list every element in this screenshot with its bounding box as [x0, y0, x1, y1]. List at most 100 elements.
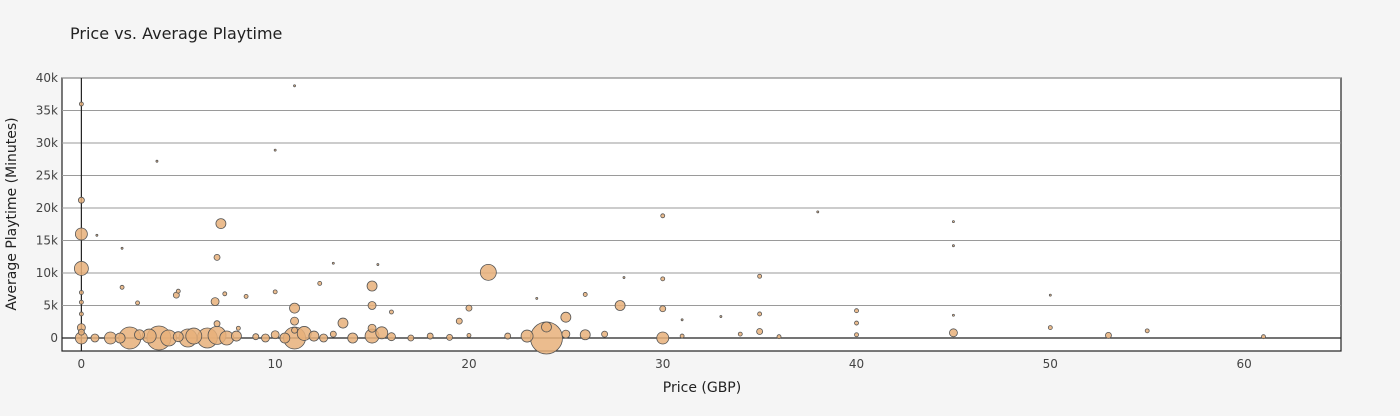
data-point — [757, 273, 763, 279]
data-point — [1261, 334, 1266, 340]
y-tick-label: 25k — [36, 169, 58, 183]
x-tick-label: 30 — [655, 357, 670, 371]
y-tick-label: 5k — [43, 299, 58, 313]
x-tick-label: 10 — [268, 357, 283, 371]
data-point — [77, 196, 85, 204]
data-point — [601, 330, 609, 338]
data-point — [331, 261, 335, 265]
data-point — [252, 333, 260, 341]
data-point — [317, 280, 323, 286]
data-point — [719, 315, 723, 318]
data-point — [95, 233, 99, 237]
x-tick-label: 50 — [1043, 357, 1058, 371]
data-point — [679, 333, 685, 339]
data-point — [656, 331, 670, 345]
data-point — [293, 84, 296, 88]
y-tick-label: 40k — [36, 71, 58, 85]
data-point — [776, 334, 782, 340]
data-point — [757, 311, 763, 317]
data-point — [319, 333, 329, 343]
x-tick-label: 20 — [461, 357, 476, 371]
data-point — [560, 311, 572, 323]
x-axis-ticks: 0 10 20 30 40 50 60 — [78, 357, 1252, 371]
data-point — [185, 327, 203, 345]
data-point — [952, 220, 955, 224]
data-point — [243, 293, 249, 299]
data-point — [235, 325, 241, 331]
data-point — [104, 331, 117, 345]
data-point — [446, 333, 453, 341]
y-axis-ticks: 0 5k 10k 15k 20k 25k 30k 35k 40k — [36, 71, 58, 345]
data-point — [1048, 293, 1052, 297]
data-point — [465, 304, 473, 312]
data-point — [90, 333, 100, 343]
data-point — [135, 300, 140, 306]
data-point — [78, 299, 84, 305]
data-point — [660, 276, 666, 282]
data-point — [466, 332, 472, 338]
data-point — [541, 321, 552, 333]
data-point — [74, 227, 88, 241]
data-point — [680, 318, 684, 322]
data-point — [308, 330, 320, 342]
data-point — [952, 313, 955, 317]
data-point — [78, 290, 84, 295]
data-point — [579, 329, 591, 341]
data-point — [535, 296, 539, 300]
y-tick-label: 0 — [50, 331, 58, 345]
data-point — [210, 297, 220, 307]
data-point — [273, 148, 277, 152]
plot-frame — [61, 77, 1342, 352]
data-point — [261, 333, 270, 343]
data-points — [73, 84, 1266, 355]
data-point — [1047, 325, 1053, 331]
data-point — [520, 329, 534, 343]
data-point — [375, 326, 389, 340]
y-tick-label: 15k — [36, 234, 58, 248]
data-point — [1105, 331, 1112, 339]
data-point — [561, 329, 571, 339]
data-point — [582, 292, 588, 297]
data-point — [279, 332, 291, 344]
data-point — [213, 253, 221, 261]
data-point — [952, 244, 955, 248]
x-axis-title: Price (GBP) — [663, 380, 741, 396]
data-point — [289, 302, 300, 314]
y-tick-label: 20k — [36, 201, 58, 215]
data-point — [270, 330, 280, 340]
data-point — [347, 332, 359, 344]
chart-title: Price vs. Average Playtime — [70, 24, 282, 43]
plot-area — [61, 77, 1342, 355]
y-tick-label: 10k — [36, 266, 58, 280]
data-point — [426, 332, 434, 340]
data-point — [114, 332, 126, 344]
data-point — [756, 328, 764, 335]
data-point — [376, 263, 380, 266]
data-point — [366, 280, 378, 292]
data-point — [155, 159, 159, 163]
data-point — [949, 328, 958, 338]
y-tick-label: 30k — [36, 136, 58, 150]
data-point — [231, 330, 242, 342]
data-point — [737, 331, 743, 337]
x-tick-label: 60 — [1236, 357, 1251, 371]
data-point — [215, 218, 227, 230]
data-point — [614, 300, 626, 311]
data-point — [175, 288, 181, 294]
data-point — [504, 332, 512, 340]
data-point — [367, 323, 377, 333]
x-tick-label: 0 — [78, 357, 86, 371]
y-axis-title: Average Playtime (Minutes) — [4, 117, 20, 310]
data-point — [329, 330, 337, 338]
data-point — [389, 309, 394, 315]
data-point — [119, 284, 125, 290]
data-point — [367, 301, 377, 310]
data-point — [455, 317, 463, 325]
data-point — [213, 320, 221, 328]
y-tick-label: 35k — [36, 104, 58, 118]
data-point — [816, 210, 820, 214]
data-point — [659, 305, 667, 313]
data-point — [134, 329, 145, 341]
data-point — [78, 311, 84, 317]
